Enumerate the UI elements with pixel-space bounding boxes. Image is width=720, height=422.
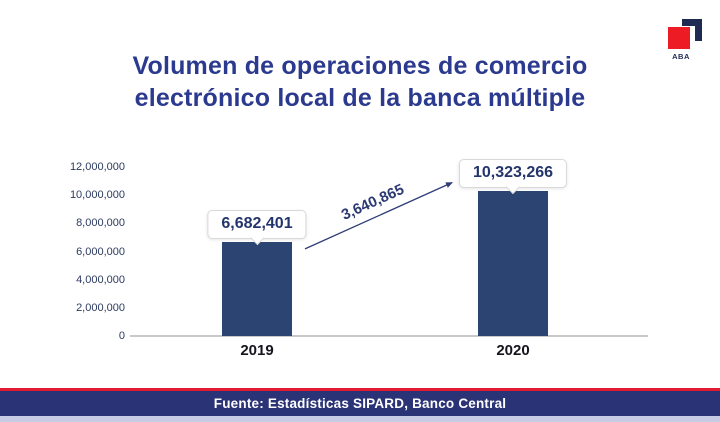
bar-2019 bbox=[222, 241, 292, 336]
aba-logo: ABA bbox=[668, 19, 702, 63]
growth-annotation: 3,640,865 bbox=[338, 180, 407, 224]
footer-red-line bbox=[0, 388, 720, 391]
x-axis-label-2020: 2020 bbox=[496, 342, 530, 359]
logo-text: ABA bbox=[672, 52, 690, 61]
y-axis-tick-label: 2,000,000 bbox=[76, 301, 125, 314]
y-axis-tick-label: 6,000,000 bbox=[76, 245, 125, 258]
x-axis-line bbox=[130, 335, 648, 337]
y-axis-tick-label: 0 bbox=[118, 330, 125, 342]
value-callout-2020: 10,323,266 bbox=[458, 158, 568, 194]
value-callout-2019: 6,682,401 bbox=[207, 209, 307, 245]
y-axis-tick-label: 10,000,000 bbox=[69, 189, 125, 202]
y-axis-tick-label: 8,000,000 bbox=[76, 217, 125, 230]
footer-bottom-strip bbox=[0, 416, 720, 422]
y-axis-tick-label: 12,000,000 bbox=[69, 161, 125, 173]
x-axis-label-2019: 2019 bbox=[240, 342, 274, 359]
logo-red-square-icon bbox=[668, 27, 690, 49]
title-line-2: electrónico local de la banca múltiple bbox=[134, 84, 586, 112]
bar-2020 bbox=[478, 190, 548, 336]
y-axis-tick-label: 4,000,000 bbox=[76, 273, 125, 286]
chart-title: Volumen de operaciones de comercio electr… bbox=[0, 50, 720, 114]
logo-corner-bracket-icon bbox=[682, 19, 702, 41]
source-text: Fuente: Estadísticas SIPARD, Banco Centr… bbox=[213, 396, 507, 411]
footer-source-bar: Fuente: Estadísticas SIPARD, Banco Centr… bbox=[0, 391, 720, 416]
title-line-1: Volumen de operaciones de comercio bbox=[132, 52, 588, 80]
